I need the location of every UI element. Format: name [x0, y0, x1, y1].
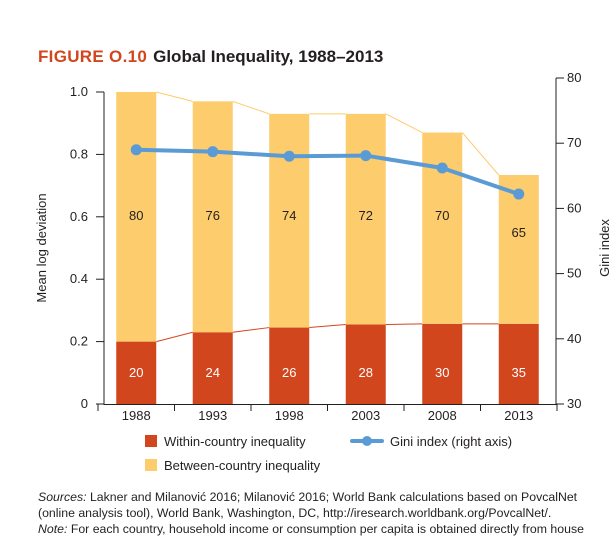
bar-within-2013 — [498, 323, 539, 404]
y2-tick-label-80: 80 — [567, 70, 581, 85]
between-connector-3 — [385, 113, 423, 134]
legend-within-label: Within-country inequality — [164, 434, 306, 449]
y-axis-label: Mean log deviation — [34, 193, 49, 302]
data-label-within-2008: 30 — [435, 365, 449, 380]
sources-text: Sources: Lakner and Milanović 2016; Mila… — [38, 489, 610, 521]
gini-point-2008 — [436, 162, 448, 174]
y2-tick-label-50: 50 — [567, 266, 581, 281]
data-label-within-2013: 35 — [512, 365, 526, 380]
legend-between-label: Between-country inequality — [164, 458, 321, 473]
within-connector-3 — [385, 323, 423, 325]
bar-between-1993 — [192, 101, 233, 333]
gini-point-1998 — [283, 150, 295, 162]
data-label-between-2003: 72 — [359, 208, 373, 223]
bar-within-1993 — [192, 332, 233, 404]
bar-between-1988 — [116, 92, 157, 342]
within-connector-2 — [309, 323, 346, 329]
data-label-between-2013: 65 — [512, 225, 526, 240]
y2-tick-label-40: 40 — [567, 331, 581, 346]
figure-title: FIGURE O.10 Global Inequality, 1988–2013 — [38, 47, 383, 67]
data-label-between-1993: 76 — [206, 208, 220, 223]
data-label-within-2003: 28 — [359, 365, 373, 380]
between-connector-1 — [232, 100, 270, 115]
legend-gini: Gini index (right axis) — [350, 434, 512, 449]
legend-within: Within-country inequality — [145, 434, 306, 449]
within-connector-1 — [232, 327, 270, 333]
y2-tick-label-60: 60 — [567, 200, 581, 215]
legend-within-swatch — [145, 435, 157, 447]
note-text: Note: For each country, household income… — [38, 521, 610, 537]
legend-gini-label: Gini index (right axis) — [390, 434, 513, 449]
between-connector-4 — [461, 132, 500, 176]
data-label-between-2008: 70 — [435, 208, 449, 223]
y-tick-label-0.6: 0.6 — [70, 209, 88, 224]
y-tick-label-0.8: 0.8 — [70, 146, 88, 161]
gini-point-2013 — [513, 188, 525, 200]
y2-tick-label-70: 70 — [567, 135, 581, 150]
gini-point-2003 — [360, 150, 372, 162]
x-tick-label-1988: 1988 — [122, 408, 151, 423]
legend-between-swatch — [145, 459, 157, 471]
x-tick-label-2003: 2003 — [351, 408, 380, 423]
bar-within-1998 — [269, 327, 310, 404]
legend-gini-line-icon — [350, 435, 384, 447]
bar-within-1988 — [116, 341, 157, 404]
figure-label: FIGURE O.10 — [38, 47, 148, 66]
x-tick-label-1993: 1993 — [198, 408, 227, 423]
bar-within-2008 — [422, 323, 463, 404]
y-tick-label-1.0: 1.0 — [70, 84, 88, 99]
gini-point-1988 — [130, 144, 142, 156]
gini-line — [134, 147, 521, 197]
data-label-within-1993: 24 — [206, 365, 220, 380]
y-tick-label-0: 0 — [81, 396, 88, 411]
bar-between-2008 — [422, 132, 463, 324]
bar-between-1998 — [269, 113, 310, 328]
data-label-within-1988: 20 — [129, 365, 143, 380]
y-tick-label-0.4: 0.4 — [70, 271, 88, 286]
bar-between-2003 — [345, 113, 386, 325]
gini-point-1993 — [207, 146, 219, 158]
data-label-between-1988: 80 — [129, 208, 143, 223]
y-tick-label-0.2: 0.2 — [70, 334, 88, 349]
x-tick-label-2013: 2013 — [504, 408, 533, 423]
y2-axis-label: Gini index — [597, 219, 612, 277]
y2-tick-label-30: 30 — [567, 396, 581, 411]
x-tick-label-2008: 2008 — [428, 408, 457, 423]
legend-between: Between-country inequality — [145, 458, 320, 473]
between-connector-0 — [156, 91, 193, 102]
bar-within-2003 — [345, 324, 386, 404]
sources-label: Sources: — [38, 490, 87, 504]
data-label-between-1998: 74 — [282, 208, 296, 223]
within-connector-0 — [156, 331, 193, 343]
bar-between-2013 — [498, 174, 539, 324]
sources-body: Lakner and Milanović 2016; Milanović 201… — [38, 490, 578, 520]
note-label: Note: — [38, 522, 68, 536]
note-body: For each country, household income or co… — [70, 522, 584, 536]
x-tick-label-1998: 1998 — [275, 408, 304, 423]
figure-heading: Global Inequality, 1988–2013 — [153, 47, 384, 66]
data-label-within-1998: 26 — [282, 365, 296, 380]
